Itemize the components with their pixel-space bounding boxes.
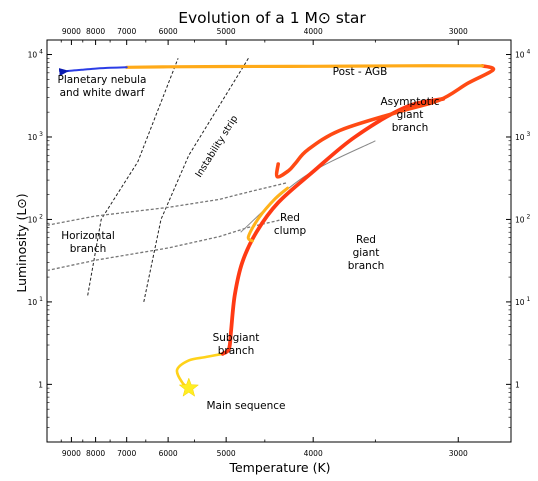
track-subgiant-branch [175, 352, 224, 390]
annotation-label: Horizontal branch [61, 230, 115, 255]
y-tick-label-left: 10 1 [28, 296, 44, 307]
y-tick-label-left: 10 3 [28, 131, 44, 142]
x-tick-label-bottom: 8000 [86, 449, 105, 458]
chart-title: Evolution of a 1 M⊙ star [178, 9, 366, 27]
x-tick-label-top: 6000 [159, 27, 178, 36]
x-tick-label-top: 5000 [217, 27, 236, 36]
y-axis-label: Luminosity (L⊙) [14, 193, 29, 292]
track-planetary-nebula-and-white-dwarf [58, 66, 128, 76]
axis-ticks: 9000 9000 8000 8000 7000 7000 6000 6000 5000 5000… [28, 27, 531, 458]
track-red-clump [246, 186, 290, 243]
x-tick-label-bottom: 4000 [304, 449, 323, 458]
y-tick-label-left: 10 2 [28, 213, 44, 224]
annotation-label: Subgiant branch [213, 332, 260, 357]
y-tick-label-right: 10 3 [515, 131, 531, 142]
track-red-giant-branch [220, 97, 446, 356]
y-tick-label-left: 1 [38, 380, 43, 389]
y-tick-label-right: 10 2 [515, 213, 531, 224]
y-tick-label-left: 10 4 [28, 49, 44, 60]
x-tick-label-bottom: 6000 [159, 449, 178, 458]
y-tick-label-right: 10 1 [515, 296, 531, 307]
track-post-agb [125, 64, 484, 69]
evolution-tracks [58, 64, 496, 397]
x-tick-label-top: 9000 [62, 27, 81, 36]
x-axis-label: Temperature (K) [228, 460, 330, 475]
y-tick-label-right: 10 4 [515, 49, 531, 60]
horizontal-branch-upper-edge [46, 181, 288, 226]
annotation-label: Planetary nebula and white dwarf [57, 74, 146, 99]
annotation-label: Red giant branch [348, 234, 385, 272]
giant-branch-thin-track [240, 140, 376, 233]
instability-strip-blue-edge [87, 58, 179, 296]
x-tick-label-top: 4000 [304, 27, 323, 36]
x-tick-label-top: 3000 [449, 27, 468, 36]
x-tick-label-bottom: 3000 [449, 449, 468, 458]
main-sequence-star-marker [178, 377, 200, 397]
x-tick-label-bottom: 5000 [217, 449, 236, 458]
annotation-label: Main sequence [206, 400, 285, 412]
track-asymptotic-giant-branch [274, 64, 496, 179]
y-tick-label-right: 1 [515, 380, 520, 389]
annotation-label: Asymptotic giant branch [380, 96, 439, 134]
plot-frame [46, 39, 512, 443]
instability-strip-red-edge [143, 58, 249, 303]
annotation-label: Red clump [274, 212, 307, 237]
x-tick-label-top: 8000 [86, 27, 105, 36]
x-tick-label-top: 7000 [117, 27, 136, 36]
annotation-label: Post - AGB [333, 66, 388, 78]
x-tick-label-bottom: 7000 [117, 449, 136, 458]
x-tick-label-bottom: 9000 [62, 449, 81, 458]
